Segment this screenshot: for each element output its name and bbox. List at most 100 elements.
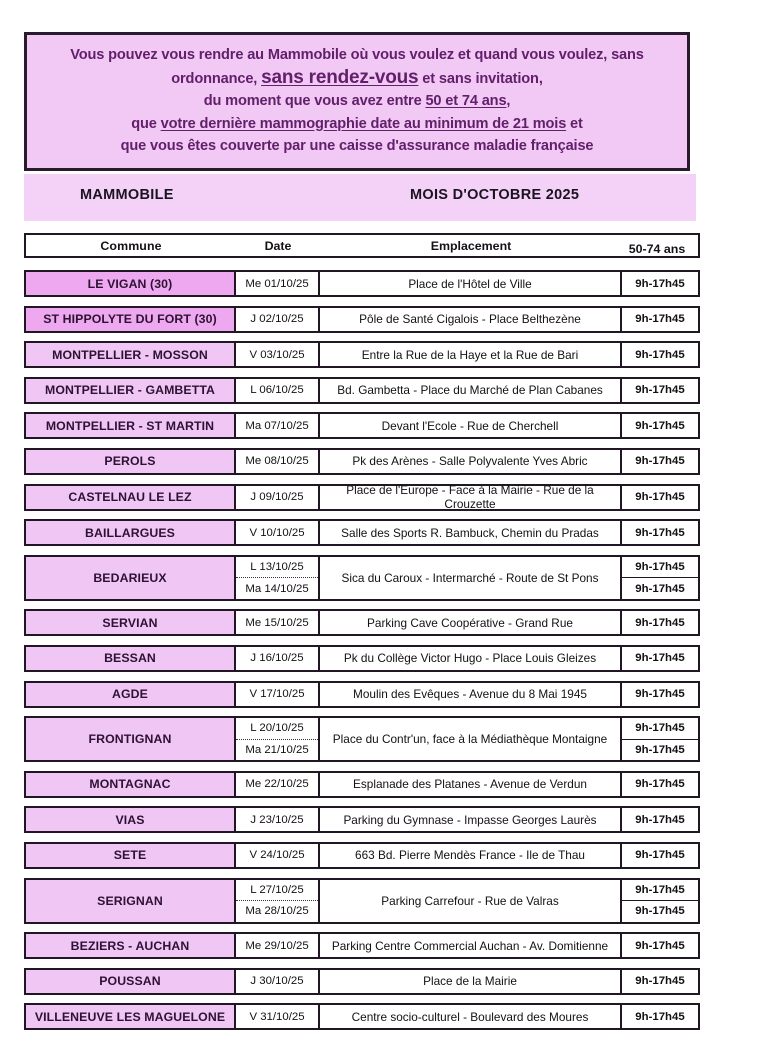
hours-value: 9h-17h45 (635, 652, 685, 665)
cell-hours: 9h-17h45 (622, 808, 698, 831)
hours-value: 9h-17h45 (635, 348, 685, 361)
header-commune: Commune (100, 238, 162, 253)
table-row: MONTPELLIER - MOSSON V 03/10/25 Entre la R… (24, 341, 700, 369)
notice-line-1-text: Vous pouvez vous rendre au Mammobile où … (70, 47, 644, 63)
notice-line-2: ordonnance, sans rendez-vous et sans inv… (37, 67, 677, 91)
cell-emplacement: Pôle de Santé Cigalois - Place Belthezèn… (320, 307, 622, 331)
hours-value: 9h-17h45 (635, 849, 685, 862)
table-body: LE VIGAN (30) Me 01/10/25 Place de l'Hôtel… (24, 270, 700, 1031)
hours-value: 9h-17h45 (635, 688, 685, 701)
hours-value: 9h-17h45 (635, 778, 685, 791)
hours-value: 9h-17h45 (635, 1010, 685, 1023)
date-value: V 24/10/25 (249, 849, 305, 862)
cell-emplacement: Sica du Caroux - Intermarché - Route de … (320, 556, 622, 599)
table-row: PEROLS Me 08/10/25 Pk des Arènes - Salle P… (24, 447, 700, 475)
notice-line-3-prefix: du moment que vous avez entre (203, 93, 426, 109)
cell-commune: MONTPELLIER - MOSSON (26, 343, 236, 367)
cell-hours: 9h-17h45 (622, 486, 698, 509)
hours-value: 9h-17h45 (622, 577, 698, 599)
hours-value: 9h-17h45 (635, 455, 685, 468)
cell-hours: 9h-17h45 (622, 379, 698, 402)
date-value: L 06/10/25 (250, 384, 304, 397)
cell-commune: MONTAGNAC (26, 772, 236, 796)
date-value: V 31/10/25 (249, 1010, 305, 1023)
cell-commune: PEROLS (26, 449, 236, 473)
date-value: Me 15/10/25 (245, 616, 309, 629)
date-value: J 23/10/25 (250, 813, 304, 826)
cell-emplacement: Place de la Mairie (320, 969, 622, 993)
date-value: Me 29/10/25 (245, 939, 309, 952)
cell-commune: VILLENEUVE LES MAGUELONE (26, 1005, 236, 1029)
cell-commune: MONTPELLIER - ST MARTIN (26, 414, 236, 438)
cell-commune: ST HIPPOLYTE DU FORT (30) (26, 307, 236, 331)
cell-emplacement: Salle des Sports R. Bambuck, Chemin du P… (320, 521, 622, 545)
cell-emplacement: Parking Centre Commercial Auchan - Av. D… (320, 934, 622, 958)
notice-line-1: Vous pouvez vous rendre au Mammobile où … (37, 44, 677, 67)
hours-value: 9h-17h45 (635, 975, 685, 988)
cell-emplacement: Parking du Gymnase - Impasse Georges Lau… (320, 808, 622, 832)
cell-date: Me 22/10/25 (236, 772, 320, 796)
notice-emphasis-age-range: 50 et 74 ans (425, 93, 507, 109)
date-value: Ma 21/10/25 (236, 738, 318, 761)
date-value: V 10/10/25 (249, 526, 305, 539)
hours-value: 9h-17h45 (635, 616, 685, 629)
cell-date: Me 01/10/25 (236, 272, 320, 295)
cell-date: J 09/10/25 (236, 485, 320, 509)
cell-commune: POUSSAN (26, 969, 236, 993)
hours-value: 9h-17h45 (635, 277, 685, 290)
schedule-table: Commune Date Emplacement 50-74 ans LE VI… (24, 233, 700, 1039)
table-row: ST HIPPOLYTE DU FORT (30) J 02/10/25 Pôle … (24, 305, 700, 333)
table-row: CASTELNAU LE LEZ J 09/10/25 Place de l'Eur… (24, 483, 700, 511)
cell-commune: VIAS (26, 808, 236, 832)
cell-date: Me 15/10/25 (236, 611, 320, 635)
date-value: Me 08/10/25 (245, 455, 309, 468)
notice-line-2-prefix: ordonnance, (171, 70, 262, 87)
cell-emplacement: Entre la Rue de la Haye et la Rue de Bar… (320, 343, 622, 367)
hours-value: 9h-17h45 (622, 738, 698, 761)
cell-emplacement: Moulin des Evêques - Avenue du 8 Mai 194… (320, 682, 622, 706)
header-emplacement: Emplacement (430, 238, 512, 253)
cell-commune: SETE (26, 843, 236, 867)
cell-hours: 9h-17h45 (622, 934, 698, 957)
cell-commune: MONTPELLIER - GAMBETTA (26, 378, 236, 402)
cell-date: J 16/10/25 (236, 646, 320, 670)
hours-value: 9h-17h45 (635, 883, 685, 896)
cell-emplacement: Pk du Collège Victor Hugo - Place Louis … (320, 646, 622, 670)
cell-hours: 9h-17h45 (622, 343, 698, 366)
hours-value: 9h-17h45 (622, 900, 698, 922)
cell-commune: AGDE (26, 682, 236, 706)
cell-emplacement: Parking Cave Coopérative - Grand Rue (320, 611, 622, 635)
cell-emplacement: Pk des Arènes - Salle Polyvalente Yves A… (320, 449, 622, 473)
table-row: LE VIGAN (30) Me 01/10/25 Place de l'Hôtel… (24, 270, 700, 297)
cell-emplacement: Place du Contr'un, face à la Médiathèque… (320, 718, 622, 761)
cell-hours: 9h-17h45 (622, 308, 698, 331)
banner-month-label: MOIS D'OCTOBRE 2025 (410, 187, 580, 203)
cell-date: J 23/10/25 (236, 808, 320, 832)
date-value: Ma 28/10/25 (236, 900, 318, 922)
cell-date: L 06/10/25 (236, 378, 320, 402)
date-value: Me 22/10/25 (245, 778, 309, 791)
cell-hours: 9h-17h45 (622, 450, 698, 473)
notice-line-5-text: que vous êtes couverte par une caisse d'… (120, 138, 594, 154)
notice-emphasis-no-appointment: sans rendez-vous (261, 66, 419, 88)
cell-hours: 9h-17h45 (622, 521, 698, 544)
cell-emplacement: Place de l'Hôtel de Ville (320, 272, 622, 295)
cell-hours: 9h-17h45 (622, 683, 698, 706)
date-value: V 03/10/25 (249, 348, 305, 361)
table-row: SETE V 24/10/25 663 Bd. Pierre Mendès Fran… (24, 841, 700, 869)
cell-commune: BEDARIEUX (26, 556, 236, 599)
cell-commune: BEZIERS - AUCHAN (26, 934, 236, 958)
cell-date: J 02/10/25 (236, 307, 320, 331)
date-value: L 27/10/25 (250, 883, 304, 896)
date-value: L 20/10/25 (250, 722, 304, 735)
cell-date: J 30/10/25 (236, 969, 320, 993)
cell-date: V 10/10/25 (236, 521, 320, 545)
cell-commune: LE VIGAN (30) (26, 272, 236, 295)
cell-emplacement: Esplanade des Platanes - Avenue de Verdu… (320, 772, 622, 796)
cell-emplacement: Centre socio-culturel - Boulevard des Mo… (320, 1005, 622, 1029)
notice-line-4: que votre dernière mammographie date au … (37, 113, 677, 136)
cell-hours: 9h-17h45 (622, 1005, 698, 1028)
cell-commune: SERVIAN (26, 611, 236, 635)
cell-commune: BESSAN (26, 646, 236, 670)
notice-line-2-suffix: et sans invitation, (418, 70, 543, 87)
